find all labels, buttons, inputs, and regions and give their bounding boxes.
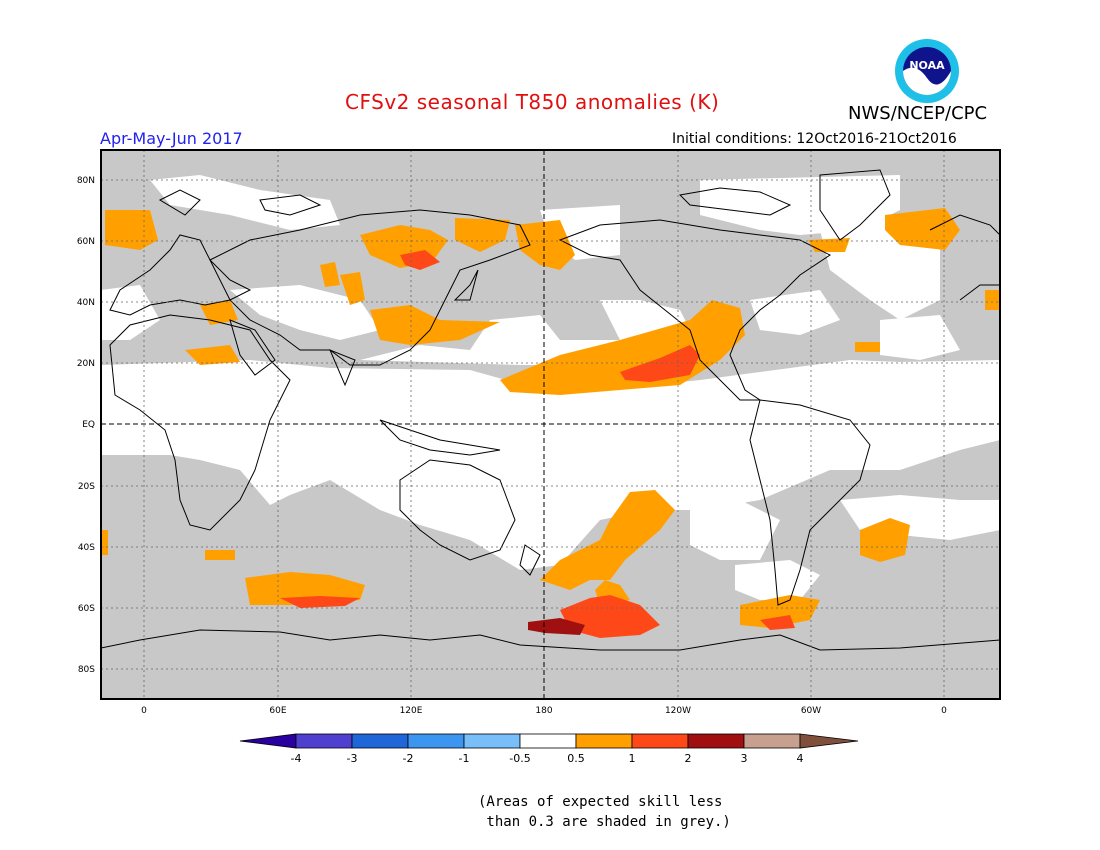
- lat-label: 40N: [77, 298, 95, 308]
- colorbar-label: 1: [629, 752, 636, 765]
- colorbar-label: -1: [459, 752, 470, 765]
- lon-label: 0: [941, 706, 947, 716]
- initial-conditions: Initial conditions: 12Oct2016-21Oct2016: [672, 131, 957, 147]
- lat-label: 80N: [77, 176, 95, 186]
- lat-label: 20N: [77, 359, 95, 369]
- noaa-logo-icon: NOAA: [895, 39, 959, 103]
- lon-labels: 0 60E 120E 180 120W 60W 0: [141, 706, 947, 716]
- lat-labels: 80N 60N 40N 20N EQ 20S 40S 60S 80S: [77, 176, 95, 675]
- colorbar-segment: [631, 733, 689, 749]
- chart-title: CFSv2 seasonal T850 anomalies (K): [345, 90, 720, 114]
- colorbar-label: 4: [797, 752, 804, 765]
- agency-label: NWS/NCEP/CPC: [848, 103, 988, 124]
- colorbar-label: 3: [741, 752, 748, 765]
- colorbar-label: -2: [403, 752, 414, 765]
- colorbar-label: 2: [685, 752, 692, 765]
- equator-dateline: [101, 150, 1000, 699]
- colorbar-segment: [407, 733, 465, 749]
- lon-label: 0: [141, 706, 147, 716]
- anomaly-2-3-regions: [528, 618, 585, 635]
- colorbar-high-arrow: [799, 733, 859, 749]
- lat-label: EQ: [82, 420, 95, 430]
- map-frame: [100, 149, 1001, 700]
- lat-label: 80S: [78, 665, 95, 675]
- lat-label: 20S: [78, 482, 95, 492]
- colorbar-segment: [463, 733, 521, 749]
- colorbar-labels: -4 -3 -2 -1 -0.5 0.5 1 2 3 4: [291, 752, 804, 765]
- lon-label: 60E: [269, 706, 286, 716]
- lon-label: 60W: [801, 706, 821, 716]
- lat-label: 60N: [77, 237, 95, 247]
- colorbar-segment: [295, 733, 353, 749]
- svg-text:NOAA: NOAA: [909, 59, 945, 72]
- lon-label: 120E: [400, 706, 423, 716]
- colorbar-segment: [575, 733, 633, 749]
- graticule: [101, 150, 1000, 699]
- coastlines: [101, 169, 1000, 651]
- colorbar-segment: [351, 733, 409, 749]
- lon-label: 120W: [665, 706, 691, 716]
- lat-label: 40S: [78, 543, 95, 553]
- anomaly-1-2-regions: [280, 250, 795, 638]
- skill-note-line-1: (Areas of expected skill less: [478, 794, 723, 810]
- skill-note-line-2: than 0.3 are shaded in grey.): [478, 814, 731, 830]
- lon-label: 180: [535, 706, 552, 716]
- colorbar-segment: [743, 733, 801, 749]
- colorbar-low-arrow: [239, 733, 297, 749]
- forecast-period: Apr-May-Jun 2017: [100, 129, 243, 148]
- colorbar-label: -0.5: [509, 752, 530, 765]
- colorbar-label: 0.5: [567, 752, 585, 765]
- colorbar-label: -3: [347, 752, 358, 765]
- lat-label: 60S: [78, 604, 95, 614]
- colorbar-segment: [519, 733, 577, 749]
- colorbar-segment: [687, 733, 745, 749]
- colorbar-label: -4: [291, 752, 302, 765]
- skill-note: (Areas of expected skill less than 0.3 a…: [478, 792, 731, 832]
- colorbar: [239, 733, 859, 749]
